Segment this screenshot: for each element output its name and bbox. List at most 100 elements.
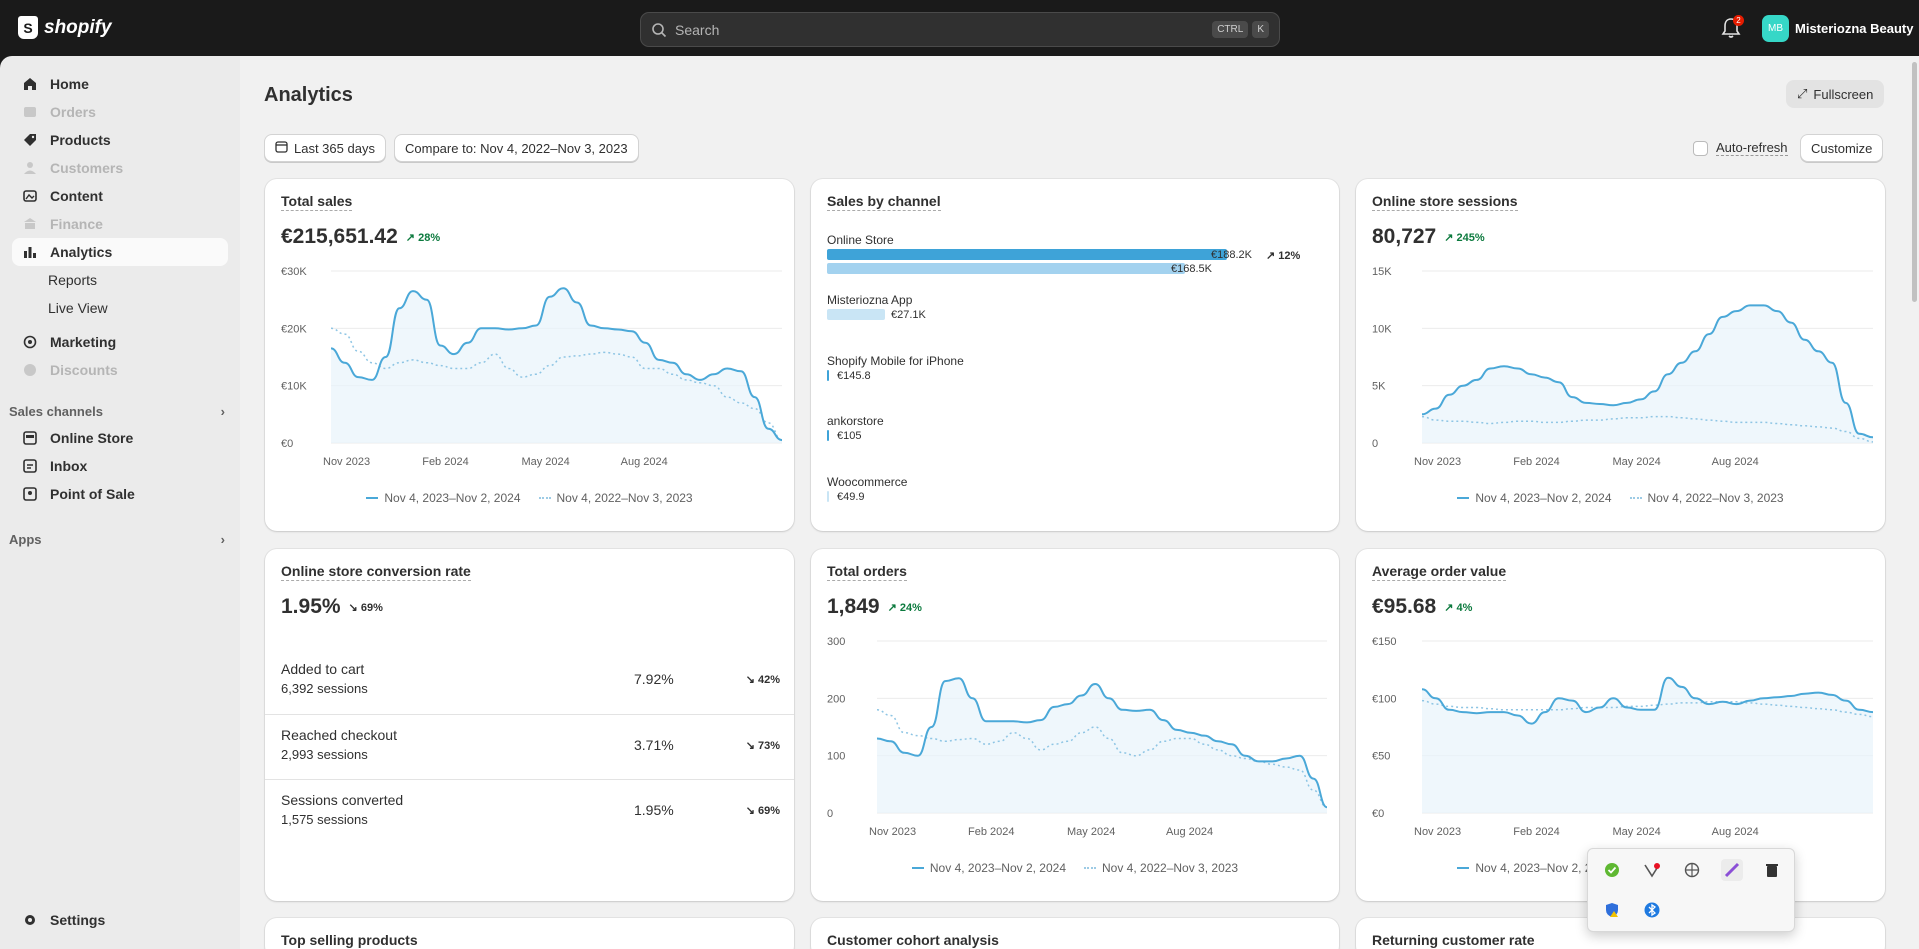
card-title[interactable]: Average order value bbox=[1372, 563, 1507, 581]
list-item: Sessions converted 1,575 sessions 1.95% … bbox=[265, 779, 794, 844]
card-title[interactable]: Customer cohort analysis bbox=[827, 932, 999, 948]
y-tick-label: 15K bbox=[1372, 266, 1392, 278]
pos-icon bbox=[22, 486, 38, 502]
card-title[interactable]: Top selling products bbox=[281, 932, 418, 948]
x-tick-label: Nov 2023 bbox=[869, 826, 916, 838]
returning-customer-card[interactable]: Returning customer rate bbox=[1356, 918, 1885, 949]
series-line-current bbox=[876, 677, 1328, 809]
channel-value-previous: €168.5K bbox=[1171, 263, 1212, 275]
channel-bar-current[interactable] bbox=[827, 370, 829, 381]
system-tray-popup bbox=[1587, 848, 1795, 932]
aov-value: €95.68 bbox=[1372, 595, 1437, 618]
sidebar-item-marketing[interactable]: Marketing bbox=[12, 328, 228, 356]
x-tick-label: Aug 2024 bbox=[621, 456, 668, 468]
legend-current: Nov 4, 2023–Nov 2, 2024 bbox=[1457, 861, 1612, 875]
metric-value: 1.95% ↘ 69% bbox=[281, 595, 383, 619]
card-title[interactable]: Sales by channel bbox=[827, 193, 941, 211]
total-sales-card[interactable]: Total sales €215,651.42 ↗ 28% €30K €20K €10… bbox=[265, 179, 794, 531]
funnel-step-rate: 1.95% bbox=[634, 802, 674, 818]
average-order-value-card[interactable]: Average order value €95.68 ↗ 4% €150 €100 €… bbox=[1356, 549, 1885, 901]
sidebar-item-discounts[interactable]: Discounts bbox=[12, 356, 228, 384]
channel-bar-current[interactable] bbox=[827, 309, 885, 320]
y-tick-label: 100 bbox=[827, 751, 845, 763]
series-line-current bbox=[330, 287, 783, 442]
trash-icon[interactable] bbox=[1761, 859, 1783, 881]
compare-button[interactable]: Compare to: Nov 4, 2022–Nov 3, 2023 bbox=[394, 134, 639, 162]
apps-header[interactable]: Apps › bbox=[9, 532, 225, 547]
scrollbar[interactable] bbox=[1910, 56, 1919, 949]
total-orders-card[interactable]: Total orders 1,849 ↗ 24% 300 200 100 0 Nov 20… bbox=[811, 549, 1339, 901]
shopify-logo[interactable]: S shopify bbox=[18, 16, 112, 39]
sidebar-item-inbox[interactable]: Inbox bbox=[12, 452, 228, 480]
search-bar[interactable]: Search CTRL K bbox=[640, 12, 1280, 47]
sidebar-item-reports[interactable]: Reports bbox=[12, 266, 228, 294]
fullscreen-label: Fullscreen bbox=[1813, 86, 1874, 102]
x-tick-label: May 2024 bbox=[1612, 826, 1660, 838]
sidebar-item-orders[interactable]: Orders bbox=[12, 98, 228, 126]
top-selling-products-card[interactable]: Top selling products bbox=[265, 918, 794, 949]
channel-name: ankorstore bbox=[827, 414, 884, 428]
sidebar-label-point-of-sale: Point of Sale bbox=[50, 486, 135, 502]
delta-badge: ↗ 24% bbox=[887, 601, 922, 614]
tag-icon bbox=[22, 132, 38, 148]
customer-cohort-card[interactable]: Customer cohort analysis bbox=[811, 918, 1339, 949]
card-title[interactable]: Returning customer rate bbox=[1372, 932, 1535, 948]
sidebar-item-live-view[interactable]: Live View bbox=[12, 294, 228, 322]
metric-value: 1,849 ↗ 24% bbox=[827, 595, 922, 619]
channel-bar-previous[interactable] bbox=[827, 263, 1186, 274]
x-tick-label: Feb 2024 bbox=[1513, 456, 1559, 468]
sidebar-item-settings[interactable]: Settings bbox=[12, 906, 228, 934]
channel-bar-current[interactable] bbox=[827, 491, 829, 502]
channel-name: Shopify Mobile for iPhone bbox=[827, 354, 964, 368]
conversion-value: 1.95% bbox=[281, 595, 341, 618]
sidebar-item-analytics[interactable]: Analytics bbox=[12, 238, 228, 266]
sidebar-item-home[interactable]: Home bbox=[12, 70, 228, 98]
sidebar-item-products[interactable]: Products bbox=[12, 126, 228, 154]
channel-bar-current[interactable] bbox=[827, 249, 1227, 260]
account-menu[interactable]: MB Misteriozna Beauty bbox=[1762, 15, 1913, 42]
card-title[interactable]: Online store conversion rate bbox=[281, 563, 471, 581]
sidebar-item-finance[interactable]: Finance bbox=[12, 210, 228, 238]
fullscreen-button[interactable]: ⤢ Fullscreen bbox=[1786, 80, 1885, 108]
y-tick-label: 5K bbox=[1372, 381, 1386, 393]
series-area-current bbox=[877, 678, 1327, 813]
channel-bar-current[interactable] bbox=[827, 430, 829, 441]
legend-current: Nov 4, 2023–Nov 2, 2024 bbox=[366, 491, 521, 505]
sales-by-channel-card[interactable]: Sales by channel Online Store €188.2K ↗ … bbox=[811, 179, 1339, 531]
x-tick-label: Aug 2024 bbox=[1166, 826, 1213, 838]
list-item: Added to cart 6,392 sessions 7.92% ↘ 42% bbox=[265, 649, 794, 714]
sidebar-label-analytics: Analytics bbox=[50, 244, 113, 260]
scrollbar-thumb[interactable] bbox=[1912, 62, 1917, 302]
sidebar-item-point-of-sale[interactable]: Point of Sale bbox=[12, 480, 228, 508]
vpn-globe-icon[interactable] bbox=[1681, 859, 1703, 881]
channel-value-current: €188.2K bbox=[1211, 249, 1252, 261]
customize-button[interactable]: Customize bbox=[1800, 134, 1884, 162]
date-range-button[interactable]: Last 365 days bbox=[264, 134, 386, 162]
sidebar-label-settings: Settings bbox=[50, 912, 106, 928]
auto-refresh-checkbox[interactable] bbox=[1693, 140, 1708, 156]
security-warning-icon[interactable] bbox=[1601, 899, 1623, 921]
sidebar-item-online-store[interactable]: Online Store bbox=[12, 424, 228, 452]
x-tick-label: Aug 2024 bbox=[1712, 826, 1759, 838]
x-tick-label: Nov 2023 bbox=[1414, 826, 1461, 838]
card-title[interactable]: Total orders bbox=[827, 563, 907, 581]
online-store-sessions-card[interactable]: Online store sessions 80,727 ↗ 245% 15K 10… bbox=[1356, 179, 1885, 531]
sales-channels-header[interactable]: Sales channels › bbox=[9, 404, 225, 419]
bluetooth-icon[interactable] bbox=[1641, 899, 1663, 921]
search-icon bbox=[652, 22, 667, 37]
network-error-icon[interactable] bbox=[1641, 859, 1663, 881]
shield-check-icon[interactable] bbox=[1601, 859, 1623, 881]
funnel-step-delta: ↘ 69% bbox=[745, 805, 780, 817]
series-area-current bbox=[1422, 305, 1873, 443]
card-title[interactable]: Total sales bbox=[281, 193, 353, 211]
sidebar-item-content[interactable]: Content bbox=[12, 182, 228, 210]
auto-refresh-toggle[interactable]: Auto-refresh bbox=[1693, 140, 1788, 156]
store-icon bbox=[22, 430, 38, 446]
compare-label: Compare to: Nov 4, 2022–Nov 3, 2023 bbox=[405, 140, 628, 156]
conversion-rate-card[interactable]: Online store conversion rate 1.95% ↘ 69% … bbox=[265, 549, 794, 901]
sidebar-item-customers[interactable]: Customers bbox=[12, 154, 228, 182]
list-item: Reached checkout 2,993 sessions 3.71% ↘ … bbox=[265, 714, 794, 779]
pen-icon[interactable] bbox=[1721, 859, 1743, 881]
funnel-step-sessions: 1,575 sessions bbox=[281, 812, 368, 827]
card-title[interactable]: Online store sessions bbox=[1372, 193, 1518, 211]
